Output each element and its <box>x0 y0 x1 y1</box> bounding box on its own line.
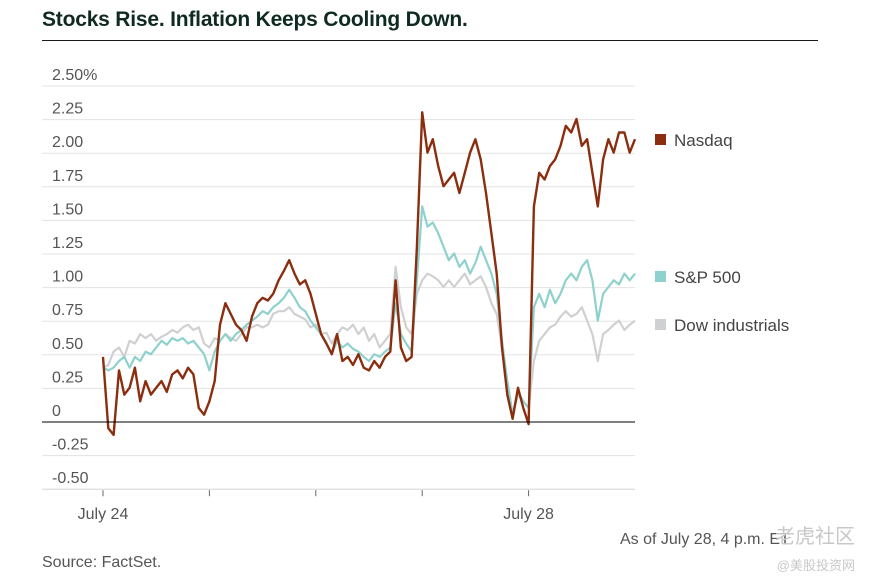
y-tick-label: 1.50 <box>52 201 83 218</box>
x-axis: July 24 July 28 <box>42 488 635 523</box>
y-axis-ticks: 2.50% 2.25 2.00 1.75 1.50 1.25 1.00 0.75 0.50 0.2… <box>52 67 97 487</box>
legend: Dow industrials S&P 500 Nasdaq <box>655 131 789 335</box>
y-tick-label: 2.25 <box>52 101 83 118</box>
chart-title: Stocks Rise. Inflation Keeps Cooling Dow… <box>42 8 468 31</box>
series-line-nasdaq <box>101 111 637 437</box>
series-line-dow <box>102 265 636 416</box>
legend-label-dow: Dow industrials <box>674 316 789 335</box>
legend-swatch-dow <box>655 319 666 330</box>
y-tick-label: -0.50 <box>52 470 89 487</box>
y-tick-label: 1.00 <box>52 269 83 286</box>
series-line-sp500 <box>102 205 636 416</box>
y-tick-label: 2.00 <box>52 134 83 151</box>
y-tick-label: 0.50 <box>52 336 83 353</box>
gridlines <box>42 85 635 490</box>
timestamp-note: As of July 28, 4 p.m. ET <box>620 531 790 548</box>
legend-label-nasdaq: Nasdaq <box>674 131 733 150</box>
watermark-logo-text: 老虎社区 <box>775 526 855 548</box>
legend-swatch-sp500 <box>655 271 666 282</box>
y-tick-label: 0 <box>52 403 61 420</box>
y-tick-label: 1.25 <box>52 235 83 252</box>
y-tick-label: 0.25 <box>52 369 83 386</box>
y-tick-label: 0.75 <box>52 302 83 319</box>
y-tick-label: 2.50% <box>52 67 97 84</box>
source-note: Source: FactSet. <box>42 554 162 571</box>
y-tick-label: 1.75 <box>52 168 83 185</box>
title-divider <box>42 40 818 41</box>
y-tick-label: -0.25 <box>52 437 89 454</box>
x-tick-label: July 28 <box>503 506 554 523</box>
x-tick-label: July 24 <box>78 506 129 523</box>
legend-label-sp500: S&P 500 <box>674 268 741 287</box>
watermark-handle: @美股投资网 <box>776 558 855 573</box>
legend-swatch-nasdaq <box>655 134 666 145</box>
series-lines <box>101 111 637 437</box>
